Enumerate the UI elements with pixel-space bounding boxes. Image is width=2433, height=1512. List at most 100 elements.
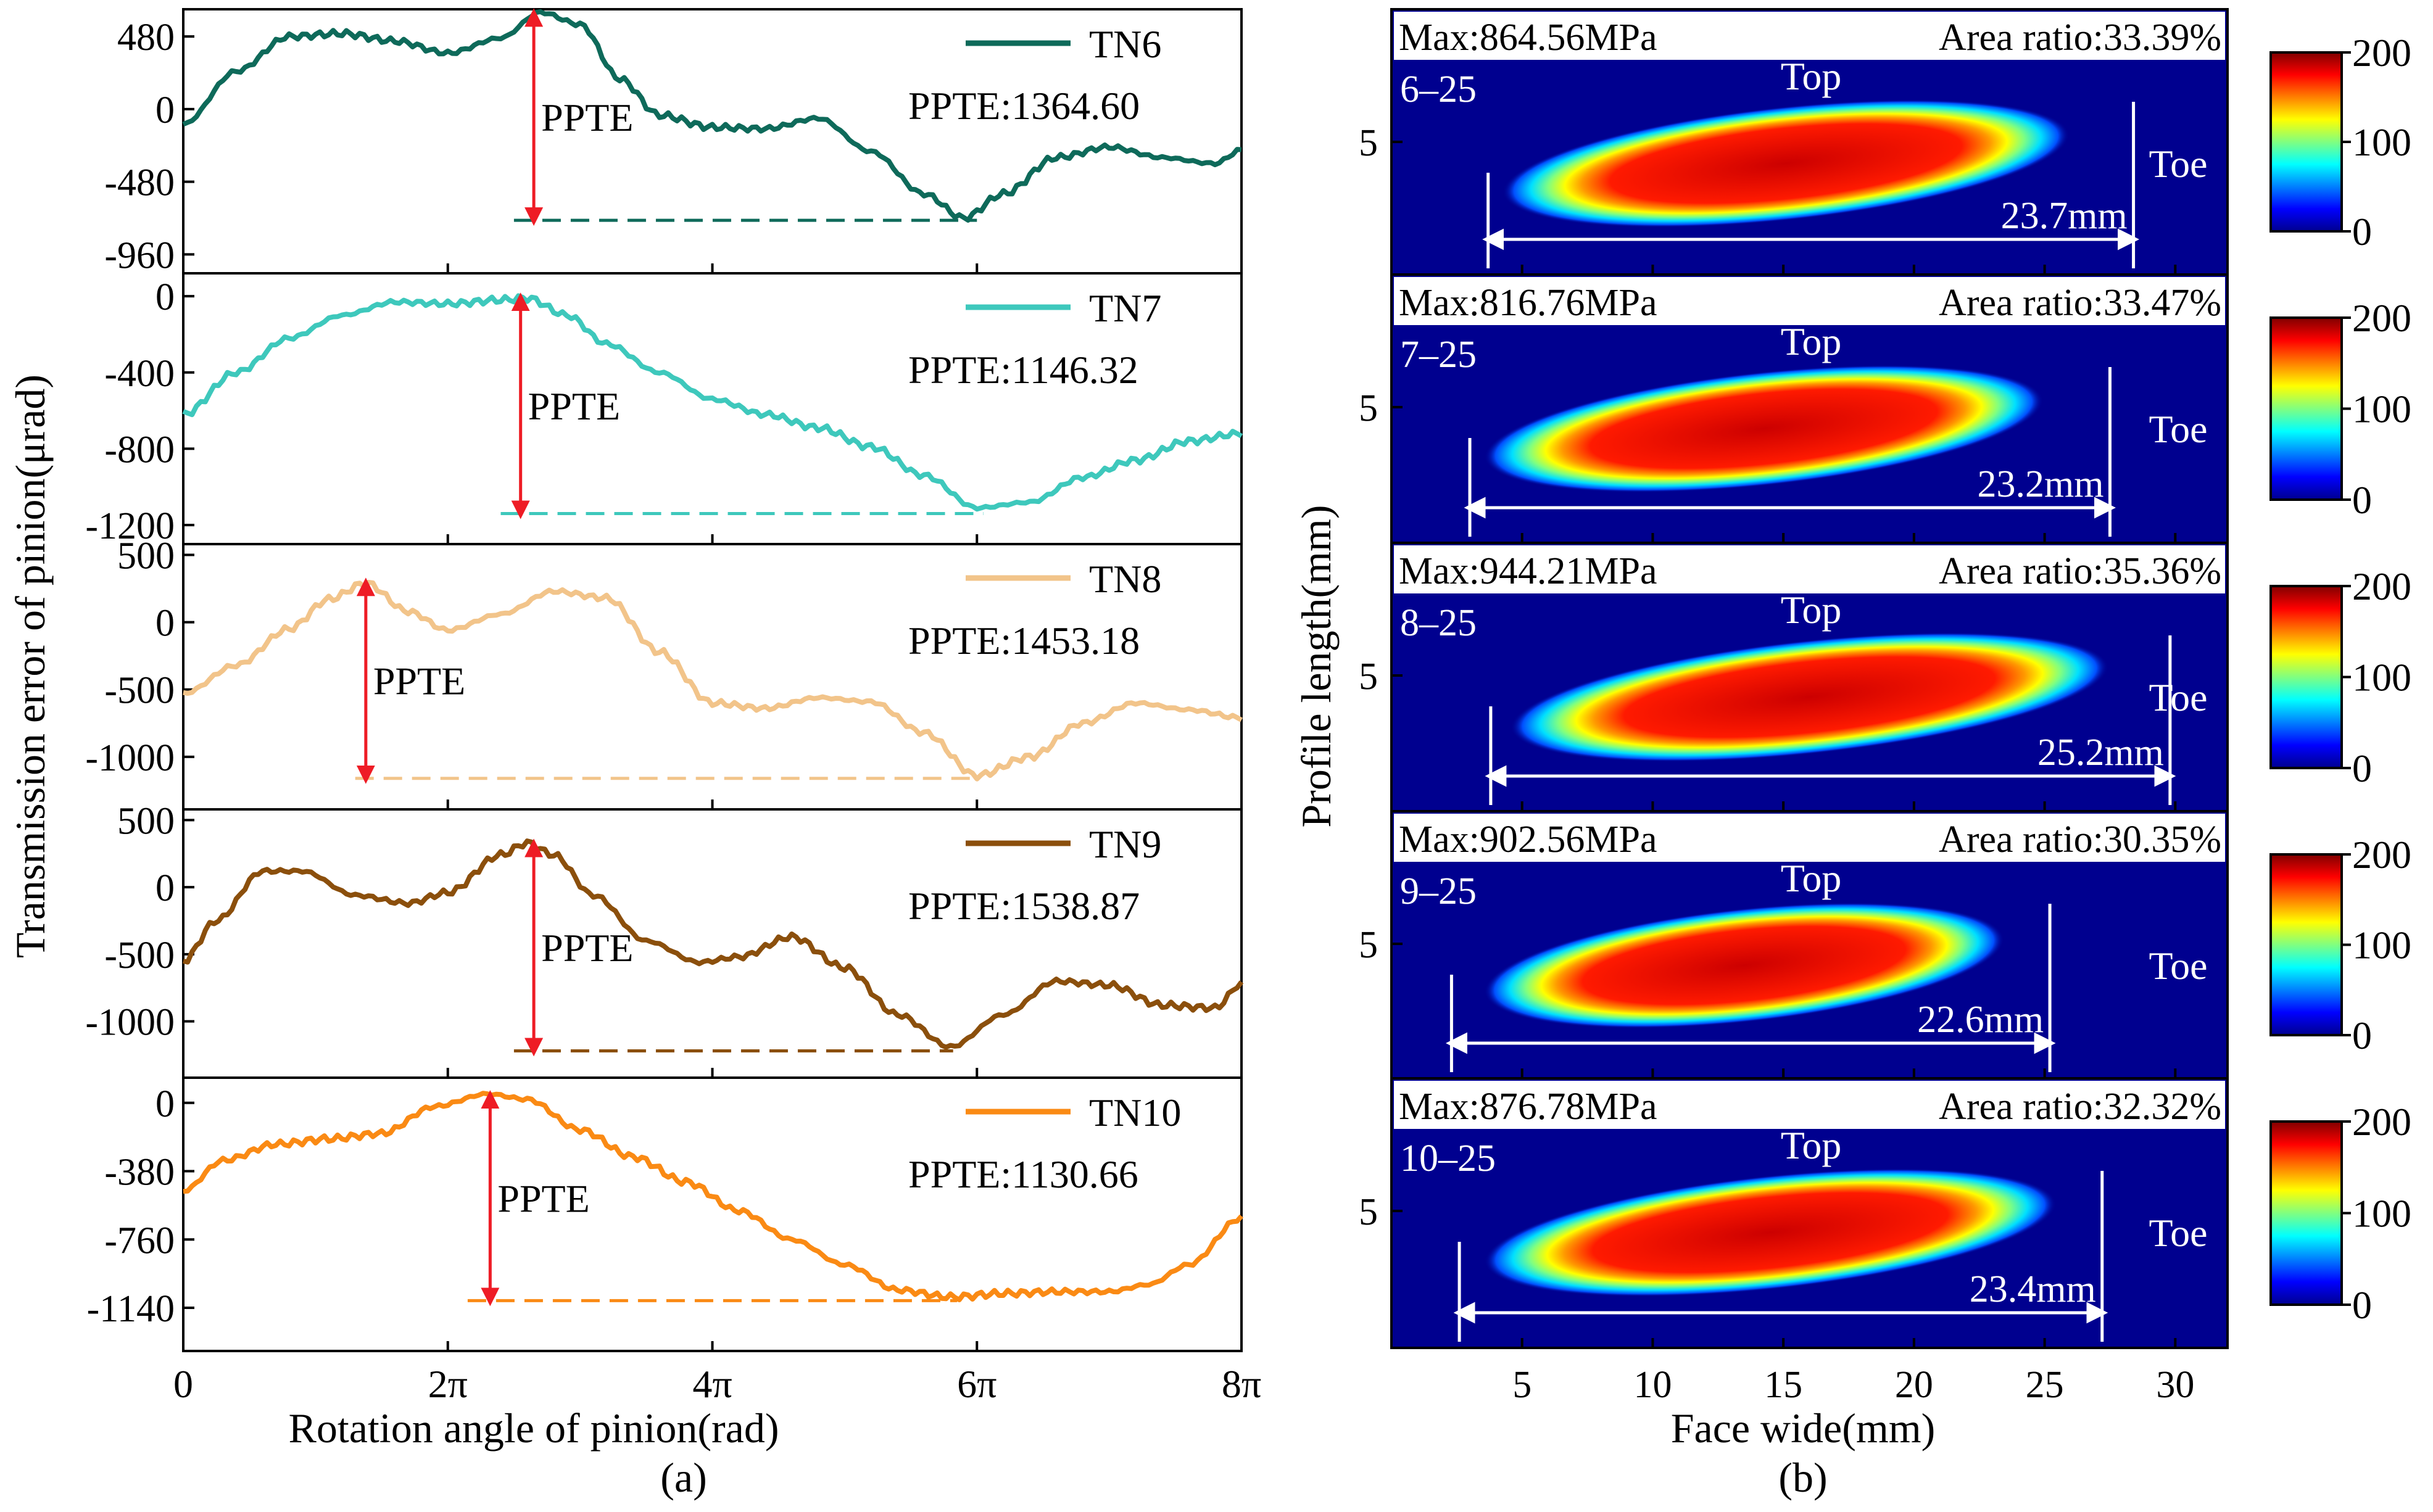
toe-label: Toe [2149,944,2207,988]
y-tick-label: 500 [117,800,175,842]
info-bar [1394,1081,2225,1129]
contact-patch [1484,1168,2057,1297]
caption-a: (a) [660,1454,707,1501]
y-tick-label: -380 [104,1152,175,1194]
info-bar [1394,545,2225,593]
te-series-line [182,9,1242,223]
y-tick-label: -400 [104,353,175,395]
contact-panel-10: Max:876.78MPa Area ratio:32.32% 10–25 Top To… [1359,1077,2411,1349]
colorbar-tick-label: 100 [2352,120,2411,164]
info-bar [1394,814,2225,862]
right-x-axis-label: Face wide(mm) [1671,1405,1936,1452]
te-panel-tn7: 0 -400 -800 -1200 PPTE TN7 PPTE:1146.32 [85,272,1243,547]
y-tick-label: 5 [1359,122,1378,164]
left-y-axis-label: Transmission error of pinion(μrad) [7,374,54,958]
y-tick-label: -760 [104,1220,175,1262]
contact-patch [1484,903,2004,1028]
te-series-line [183,838,1244,1050]
toe-label: Toe [2149,1211,2207,1255]
colorbar-tick-label: 100 [2352,656,2411,700]
colorbar [2269,585,2343,769]
y-tick-label: -480 [104,162,175,204]
y-tick-label: 0 [155,276,175,318]
y-tick-label: -1000 [85,737,175,779]
legend-label: TN8 [1089,557,1161,601]
y-tick-label: 5 [1359,1191,1378,1233]
x-tick-label: 6π [957,1362,997,1406]
te-panel-frame [182,8,1243,275]
transmission-error-panels: 480 0 -480 -960 PPTE TN6 PPTE:1364.60 0 -400 -800… [85,8,1244,1352]
te-panel-tn9: 500 0 -500 -1000 PPTE TN9 PPTE:1538.87 [85,800,1244,1079]
contact-patch [1502,99,2070,228]
max-stress-text: Max:902.56MPa [1399,819,1657,861]
info-bar [1394,277,2225,325]
length-label: 23.7mm [2001,195,2128,237]
x-tick-label: 20 [1895,1364,1933,1406]
pattern-id-label: 10–25 [1400,1138,1496,1179]
contact-patch [1484,365,2044,493]
caption-b: (b) [1778,1454,1827,1501]
colorbar-tick-label: 0 [2352,1283,2372,1327]
y-tick-label: 500 [117,535,175,577]
te-panel-tn6: 480 0 -480 -960 PPTE TN6 PPTE:1364.60 [104,8,1243,276]
y-tick-label: 5 [1359,656,1378,698]
pattern-id-label: 8–25 [1400,602,1477,644]
ppte-value-text: PPTE:1538.87 [908,884,1140,928]
colorbar-tick-label: 0 [2352,210,2372,254]
max-stress-text: Max:864.56MPa [1399,17,1657,59]
area-ratio-text: Area ratio:32.32% [1939,1086,2221,1128]
x-tick-label: 8π [1222,1362,1261,1406]
top-label: Top [1781,54,1842,98]
x-tick-label: 25 [2026,1364,2064,1406]
legend-label: TN10 [1089,1091,1181,1134]
x-tick-label: 0 [173,1362,193,1406]
y-tick-label: -960 [104,234,175,276]
ppte-value-text: PPTE:1364.60 [908,84,1140,128]
colorbar-tick-label: 200 [2352,1100,2411,1144]
colorbar [2269,316,2343,501]
y-tick-label: 480 [117,17,175,59]
te-series-line [182,293,1243,512]
area-ratio-text: Area ratio:30.35% [1939,819,2221,861]
contact-patch [1511,632,2108,762]
pattern-id-label: 9–25 [1400,870,1477,912]
y-tick-label: -1140 [87,1288,175,1330]
left-x-axis-label: Rotation angle of pinion(rad) [288,1405,779,1452]
contact-panel-6: Max:864.56MPa Area ratio:33.39% 6–25 Top Toe… [1359,8,2411,276]
y-tick-label: 5 [1359,387,1378,429]
contact-panel-8: Max:944.21MPa Area ratio:35.36% 8–25 Top Toe… [1359,542,2411,812]
colorbar-tick-label: 100 [2352,923,2411,967]
x-tick-label: 5 [1512,1364,1532,1406]
ppte-value-text: PPTE:1146.32 [908,348,1138,392]
top-label: Top [1781,320,1842,363]
toe-label: Toe [2149,407,2207,451]
top-label: Top [1781,588,1842,632]
x-tick-label: 4π [692,1362,732,1406]
contact-panel-7: Max:816.76MPa Area ratio:33.47% 7–25 Top Toe… [1359,273,2411,544]
y-tick-label: 0 [155,89,175,131]
colorbar [2269,853,2343,1036]
te-panel-tn8: 500 0 -500 -1000 PPTE TN8 PPTE:1453.18 [85,535,1243,811]
colorbar-tick-label: 200 [2352,296,2411,340]
face-wide-x-ticks: 5 10 15 20 25 30 [1512,1364,2194,1406]
right-y-axis-label: Profile length(mm) [1293,505,1340,827]
colorbar [2269,51,2343,233]
ppte-label: PPTE [541,926,633,970]
te-series-line [183,1091,1244,1302]
y-tick-label: 0 [155,867,175,909]
legend-label: TN9 [1089,822,1161,866]
transmission-error-figure: 480 0 -480 -960 PPTE TN6 PPTE:1364.60 0 -400 -800… [7,8,1261,1501]
te-panel-tn10: 0 -380 -760 -1140 PPTE TN10 PPTE:1130.66 [87,1076,1244,1352]
x-tick-label: 30 [2156,1364,2194,1406]
contact-pattern-panels: Max:864.56MPa Area ratio:33.39% 6–25 Top Toe… [1359,8,2411,1349]
x-tick-label: 2π [428,1362,468,1406]
y-tick-label: 5 [1359,924,1378,966]
y-tick-label: -500 [104,935,175,977]
colorbar-tick-label: 0 [2352,1014,2372,1057]
colorbar-tick-label: 100 [2352,387,2411,431]
max-stress-text: Max:944.21MPa [1399,550,1657,592]
colorbar-tick-label: 100 [2352,1192,2411,1236]
rotation-x-ticks: 0 2π 4π 6π 8π [173,1362,1261,1406]
area-ratio-text: Area ratio:35.36% [1939,550,2221,592]
